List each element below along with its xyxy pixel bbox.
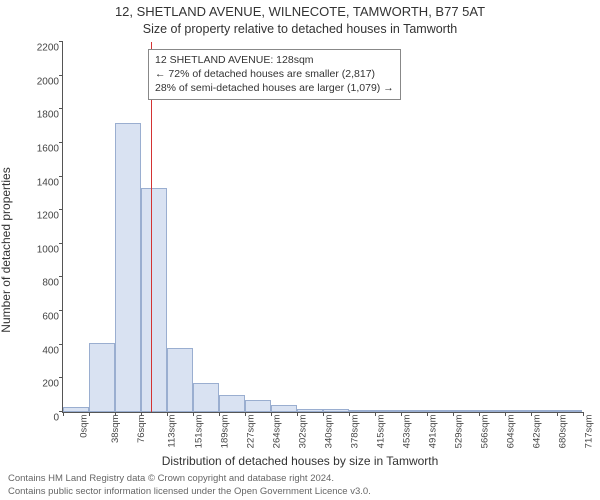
- y-tick-label: 800: [23, 278, 59, 289]
- x-tick: [427, 412, 428, 416]
- y-axis-label: Number of detached properties: [0, 85, 13, 250]
- x-tick: [557, 412, 558, 416]
- x-tick: [219, 412, 220, 416]
- x-tick-label: 189sqm: [219, 415, 230, 449]
- infobox-line: ← 72% of detached houses are smaller (2,…: [155, 67, 394, 81]
- x-tick-label: 642sqm: [531, 415, 542, 449]
- x-tick-label: 151sqm: [193, 415, 204, 449]
- histogram-bar: [245, 400, 271, 412]
- chart-subtitle: Size of property relative to detached ho…: [0, 22, 600, 36]
- x-tick: [141, 412, 142, 416]
- property-infobox: 12 SHETLAND AVENUE: 128sqm← 72% of detac…: [148, 49, 401, 100]
- histogram-bar: [504, 410, 530, 412]
- y-tick: [59, 75, 63, 76]
- footer-line1-copyright: © Crown copyright and database right 202…: [148, 473, 334, 484]
- x-tick: [115, 412, 116, 416]
- y-tick-label: 0: [23, 413, 59, 424]
- x-tick: [479, 412, 480, 416]
- x-tick-label: 453sqm: [401, 415, 412, 449]
- x-tick-label: 38sqm: [110, 415, 121, 444]
- y-tick: [59, 276, 63, 277]
- x-tick-label: 491sqm: [427, 415, 438, 449]
- x-tick: [297, 412, 298, 416]
- histogram-bar: [349, 410, 375, 412]
- histogram-bar: [167, 348, 193, 412]
- histogram-bar: [219, 395, 245, 412]
- y-tick-label: 1200: [23, 211, 59, 222]
- x-tick-label: 76sqm: [136, 415, 147, 444]
- y-tick: [59, 41, 63, 42]
- x-tick-label: 0sqm: [79, 415, 90, 438]
- y-tick: [59, 209, 63, 210]
- y-tick-label: 1800: [23, 110, 59, 121]
- y-tick-label: 1000: [23, 244, 59, 255]
- y-tick: [59, 310, 63, 311]
- x-tick: [453, 412, 454, 416]
- x-tick: [89, 412, 90, 416]
- y-tick-label: 2000: [23, 76, 59, 87]
- x-tick: [583, 412, 584, 416]
- x-tick-label: 264sqm: [271, 415, 282, 449]
- x-tick-label: 529sqm: [454, 415, 465, 449]
- x-axis-label: Distribution of detached houses by size …: [0, 454, 600, 468]
- y-tick: [59, 377, 63, 378]
- plot-area: 0200400600800100012001400160018002000220…: [62, 42, 583, 413]
- histogram-bar: [89, 343, 115, 412]
- histogram-bar: [452, 410, 478, 412]
- histogram-bar: [115, 123, 141, 412]
- histogram-bar: [401, 410, 427, 412]
- x-tick-label: 717sqm: [583, 415, 594, 449]
- y-tick: [59, 243, 63, 244]
- histogram-bar: [271, 405, 297, 412]
- y-tick-label: 1600: [23, 143, 59, 154]
- x-tick-label: 113sqm: [166, 415, 177, 448]
- histogram-bar: [63, 407, 89, 412]
- x-tick: [531, 412, 532, 416]
- x-tick: [349, 412, 350, 416]
- x-tick: [323, 412, 324, 416]
- y-tick: [59, 176, 63, 177]
- x-tick: [375, 412, 376, 416]
- y-tick-label: 400: [23, 345, 59, 356]
- histogram-bar: [297, 409, 323, 412]
- x-tick-label: 302sqm: [297, 415, 308, 449]
- histogram-bar: [323, 409, 349, 412]
- x-tick: [271, 412, 272, 416]
- x-tick: [193, 412, 194, 416]
- chart-container: 12, SHETLAND AVENUE, WILNECOTE, TAMWORTH…: [0, 0, 600, 500]
- infobox-line: 28% of semi-detached houses are larger (…: [155, 81, 394, 95]
- y-tick: [59, 108, 63, 109]
- x-tick: [245, 412, 246, 416]
- y-tick-label: 200: [23, 379, 59, 390]
- footer-line2: Contains public sector information licen…: [8, 486, 371, 498]
- histogram-bar: [375, 410, 401, 412]
- y-tick: [59, 142, 63, 143]
- footer-attribution: Contains HM Land Registry data © Crown c…: [8, 473, 371, 498]
- x-tick-label: 566sqm: [479, 415, 490, 449]
- chart-title: 12, SHETLAND AVENUE, WILNECOTE, TAMWORTH…: [0, 4, 600, 19]
- infobox-line: 12 SHETLAND AVENUE: 128sqm: [155, 53, 394, 67]
- y-tick-label: 1400: [23, 177, 59, 188]
- x-tick-label: 378sqm: [350, 415, 361, 449]
- histogram-bar: [141, 188, 167, 412]
- x-tick-label: 415sqm: [375, 415, 386, 449]
- x-tick: [505, 412, 506, 416]
- histogram-bar: [193, 383, 219, 412]
- x-tick-label: 680sqm: [558, 415, 569, 449]
- histogram-bar: [427, 410, 453, 412]
- x-tick: [167, 412, 168, 416]
- y-tick-label: 600: [23, 312, 59, 323]
- x-tick: [63, 412, 64, 416]
- x-tick-label: 340sqm: [323, 415, 334, 449]
- y-tick: [59, 344, 63, 345]
- histogram-bar: [478, 410, 504, 412]
- footer-line1-prefix: Contains HM Land Registry data: [8, 473, 148, 484]
- y-tick-label: 2200: [23, 43, 59, 54]
- histogram-bar: [530, 410, 556, 412]
- x-tick-label: 227sqm: [246, 415, 257, 449]
- x-tick: [401, 412, 402, 416]
- histogram-bar: [556, 410, 582, 412]
- x-tick-label: 604sqm: [505, 415, 516, 449]
